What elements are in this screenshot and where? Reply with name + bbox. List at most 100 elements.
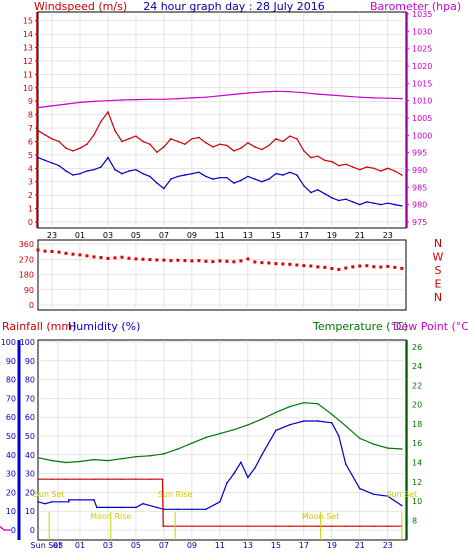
rainfall-point	[387, 525, 389, 528]
gust-point	[394, 170, 396, 172]
gust-point	[366, 166, 368, 168]
direction-point	[323, 265, 327, 269]
rainfall-point	[37, 478, 39, 481]
direction-point	[281, 262, 285, 266]
tick-label: 1015	[412, 79, 432, 88]
temperature-point	[205, 436, 207, 439]
direction-point	[372, 265, 376, 269]
humidity-point	[37, 501, 39, 503]
tick-label: 1020	[412, 62, 432, 71]
panel1-x-ticks: 23 01 03 05 07 09 11 13 15 17 19 21 23	[47, 231, 393, 240]
tick-label: 10	[23, 84, 33, 93]
speed-point	[282, 174, 284, 176]
tick-label: 0	[11, 526, 16, 535]
gust-point	[331, 160, 333, 163]
direction-point	[92, 255, 96, 259]
direction-point	[260, 261, 264, 265]
tick-label: 30	[6, 470, 16, 479]
barometer-point	[373, 97, 375, 99]
tick-label: 1000	[412, 131, 432, 140]
tick-label: 1025	[412, 45, 432, 54]
tick-label: 01	[75, 541, 85, 550]
speed-point	[401, 205, 403, 207]
speed-point	[128, 170, 130, 172]
tick-label: 9	[28, 97, 33, 106]
rainfall-point	[345, 525, 347, 528]
gust-point	[310, 156, 312, 159]
tick-label: 03	[103, 231, 113, 240]
direction-point	[176, 258, 180, 262]
barometer-point	[205, 96, 207, 98]
humidity-point	[226, 482, 228, 484]
gust-point	[289, 135, 291, 137]
rainfall-point	[79, 478, 81, 481]
speed-point	[387, 202, 389, 205]
gust-point	[100, 120, 102, 123]
tick-label: 23	[383, 541, 393, 550]
barometer-point	[37, 106, 39, 109]
barometer-point	[247, 92, 249, 94]
gust-point	[79, 147, 81, 149]
tick-label: 990	[412, 166, 427, 175]
gust-point	[93, 133, 95, 136]
speed-point	[247, 175, 249, 178]
gust-point	[44, 133, 46, 136]
gust-point	[401, 174, 403, 176]
speed-point	[324, 193, 326, 195]
barometer-point	[387, 97, 389, 100]
tick-label: 18	[412, 420, 422, 429]
direction-point	[148, 258, 152, 262]
rainfall-point	[121, 478, 123, 481]
gust-point	[317, 155, 319, 158]
speed-point	[184, 174, 186, 176]
tick-label: 4	[28, 164, 33, 173]
tick-label: 22	[412, 381, 422, 390]
direction-point	[225, 259, 229, 263]
gust-point	[268, 144, 270, 147]
speed-point	[289, 171, 291, 174]
humidity-point	[156, 506, 158, 509]
temperature-point	[289, 405, 291, 408]
moon_set-label: Moon Set	[302, 512, 339, 521]
rainfall-point	[51, 478, 53, 481]
panel3-grid	[38, 340, 406, 540]
gust-point	[352, 166, 354, 168]
direction-point	[141, 257, 145, 261]
tick-label: 17	[299, 541, 309, 550]
speed-point	[72, 174, 74, 176]
direction-point	[99, 256, 103, 260]
direction-point	[267, 261, 271, 265]
barometer-axis-label: Barometer (hpa)	[370, 0, 461, 13]
direction-point	[64, 251, 68, 255]
rainfall-point	[289, 525, 291, 528]
speed-point	[240, 179, 242, 182]
tick-label: 12	[412, 478, 422, 487]
speed-point	[338, 199, 340, 202]
direction-point	[162, 258, 166, 262]
temperature-point	[65, 461, 67, 464]
speed-point	[37, 156, 39, 159]
tick-label: 11	[215, 541, 225, 550]
rainfall-point	[135, 478, 137, 481]
tick-label: 40	[25, 451, 35, 460]
speed-point	[156, 182, 158, 184]
direction-point	[190, 259, 194, 263]
gust-point	[296, 138, 298, 140]
tick-label: 10	[412, 497, 422, 506]
humidity-point	[177, 508, 179, 511]
gust-point	[275, 138, 277, 140]
barometer-point	[289, 90, 291, 93]
direction-point	[232, 260, 236, 264]
tick-label: 05	[131, 231, 141, 240]
tick-label: 1	[28, 205, 33, 214]
humidity-point	[345, 463, 347, 466]
gust-point	[149, 143, 151, 145]
gust-point	[261, 148, 263, 151]
sunshine-point	[9, 529, 11, 531]
barometer-point	[191, 97, 193, 99]
speed-point	[226, 176, 228, 179]
barometer-ticks: 975 980 985 990 995 1000 1005 1010 1015 1020 1025 1…	[406, 10, 432, 228]
tick-label: 50	[25, 432, 35, 441]
speed-point	[170, 178, 172, 180]
